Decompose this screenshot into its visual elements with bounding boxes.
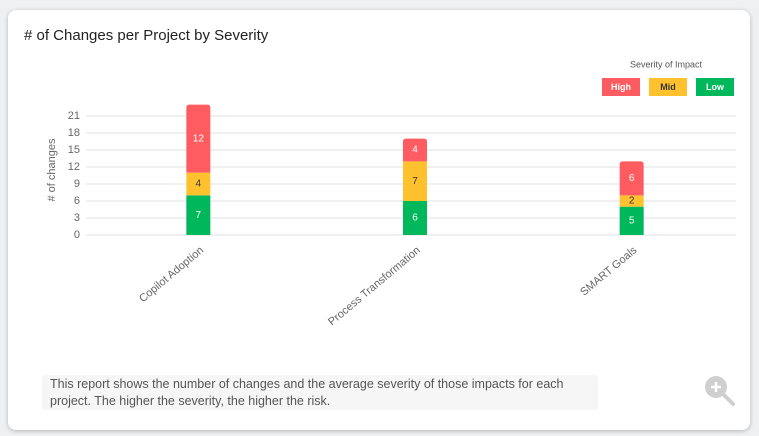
bar-segment — [186, 104, 211, 173]
legend-swatch — [602, 78, 640, 96]
value-label: 5 — [629, 215, 635, 226]
bar-segment — [403, 161, 427, 201]
x-tick-label: SMART Goals — [578, 244, 640, 298]
y-axis-label: # of changes — [46, 138, 58, 201]
chart-title: # of Changes per Project by Severity — [24, 27, 269, 44]
value-label: 12 — [193, 133, 205, 144]
y-tick-label: 6 — [74, 195, 80, 207]
magnify-icon[interactable] — [705, 376, 735, 406]
value-label: 7 — [412, 176, 418, 187]
bar-segment — [403, 201, 427, 235]
value-label: 6 — [412, 213, 418, 224]
x-tick-label: Copilot Adoption — [137, 244, 206, 305]
chart: # of Changes per Project by Severity Sev… — [24, 27, 736, 406]
bar-segment — [403, 138, 427, 162]
value-label: 7 — [196, 210, 202, 221]
y-tick-label: 15 — [68, 144, 80, 156]
report-note: This report shows the number of changes … — [42, 375, 598, 410]
value-label: 2 — [629, 196, 635, 207]
value-label: 6 — [629, 173, 635, 184]
bar-segment — [186, 195, 211, 235]
y-tick-label: 0 — [74, 229, 80, 241]
y-tick-label: 21 — [68, 110, 80, 122]
x-tick-label: Process Transformation — [326, 244, 423, 328]
legend-title: Severity of Impact — [630, 59, 703, 69]
y-tick-label: 12 — [68, 161, 80, 173]
legend-swatch — [649, 78, 687, 96]
value-label: 4 — [196, 179, 202, 190]
bar-segment — [619, 206, 644, 235]
bar-segment — [619, 195, 644, 207]
legend-label: Mid — [660, 82, 676, 92]
y-tick-label: 3 — [74, 212, 80, 224]
bar-segment — [619, 161, 644, 196]
card: # of Changes per Project by Severity Sev… — [8, 10, 750, 430]
value-label: 4 — [412, 145, 418, 156]
y-tick-label: 18 — [68, 127, 80, 139]
legend-swatch — [696, 78, 734, 96]
legend-label: Low — [706, 82, 725, 92]
bar-segment — [186, 172, 211, 196]
legend-label: High — [611, 82, 631, 92]
y-tick-label: 9 — [74, 178, 80, 190]
